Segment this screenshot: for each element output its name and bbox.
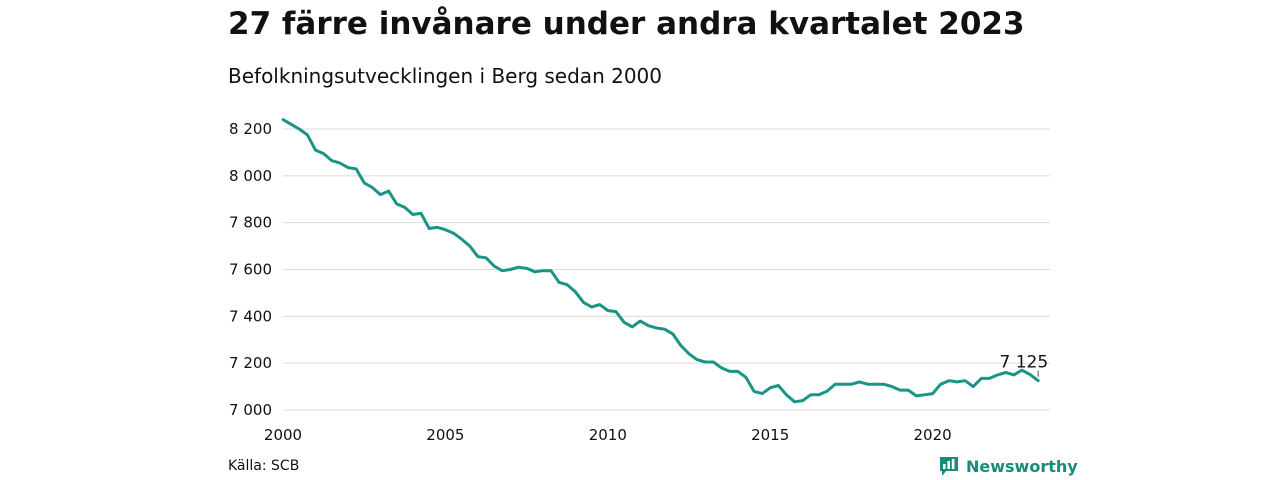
- y-tick-label: 7 200: [229, 354, 272, 372]
- bar-chart-icon: [940, 457, 958, 476]
- chart-title: 27 färre invånare under andra kvartalet …: [228, 6, 1025, 42]
- annotations: 7 125: [999, 353, 1048, 377]
- x-tick-label: 2020: [914, 426, 952, 444]
- series-lines: [281, 118, 1040, 404]
- series-line: [281, 118, 1040, 404]
- y-tick-label: 7 000: [229, 401, 272, 419]
- brand-logo[interactable]: Newsworthy: [938, 455, 1078, 477]
- x-tick-label: 2015: [751, 426, 789, 444]
- annotation-label: 7 125: [999, 353, 1048, 373]
- x-axis: 2000 2005 2010 2015 2020: [264, 426, 952, 444]
- y-tick-label: 7 600: [229, 261, 272, 279]
- grid-lines: [283, 128, 1050, 411]
- y-axis: 7 000 7 200 7 400 7 600 7 800 8 000 8 200: [229, 120, 272, 419]
- y-tick-label: 7 800: [229, 214, 272, 232]
- x-tick-label: 2010: [589, 426, 627, 444]
- brand-name: Newsworthy: [966, 456, 1078, 476]
- x-tick-label: 2005: [426, 426, 464, 444]
- chart-subtitle: Befolkningsutvecklingen i Berg sedan 200…: [228, 64, 662, 88]
- y-tick-label: 8 200: [229, 120, 272, 138]
- source-note: Källa: SCB: [228, 458, 300, 474]
- y-tick-label: 8 000: [229, 167, 272, 185]
- x-tick-label: 2000: [264, 426, 302, 444]
- y-tick-label: 7 400: [229, 307, 272, 325]
